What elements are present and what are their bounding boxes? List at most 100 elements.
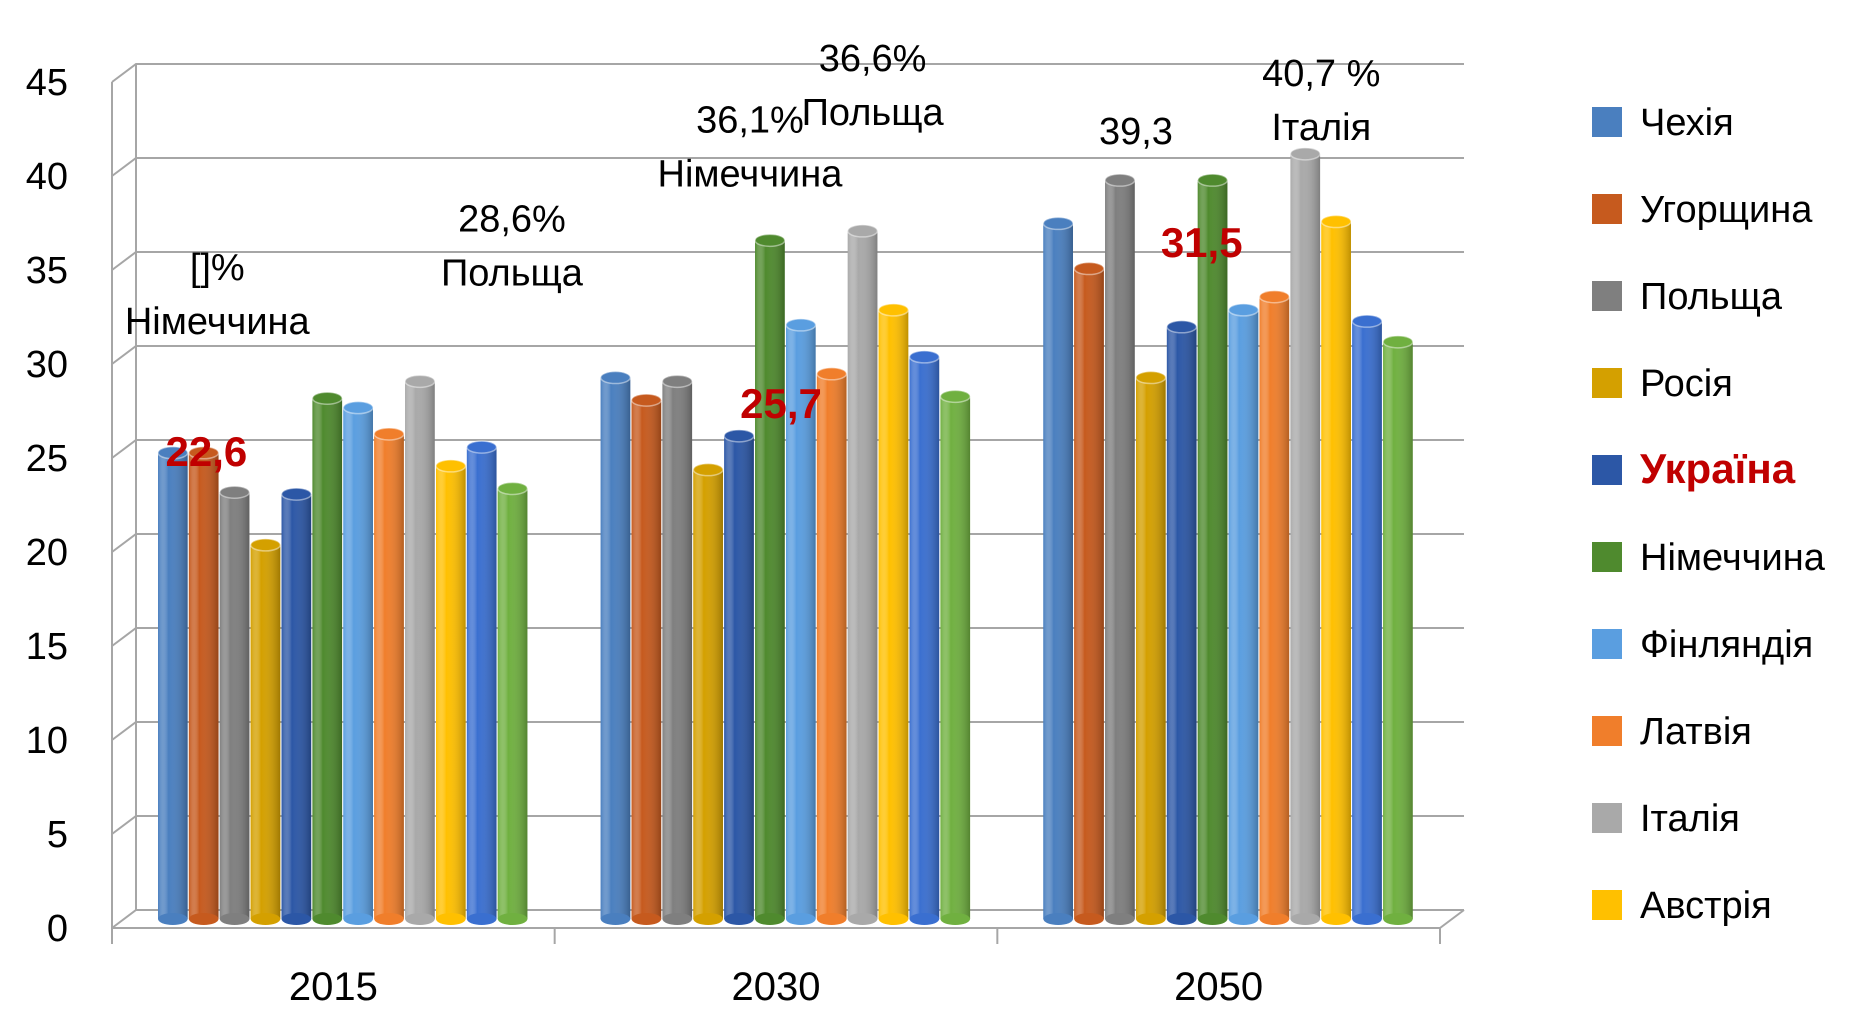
bar-2015-Чехія xyxy=(157,446,189,925)
grid xyxy=(111,63,1465,929)
bar-2015-Росія xyxy=(249,538,282,925)
gridline-0 xyxy=(111,909,1464,929)
bar-2050-Угорщина xyxy=(1073,261,1105,925)
legend-label: Латвія xyxy=(1640,711,1752,753)
legend-label: Фінляндія xyxy=(1640,624,1813,666)
legend-swatch xyxy=(1592,629,1622,659)
y-tick-label-15: 15 xyxy=(26,626,68,668)
annotation-8-line-0: 31,5 xyxy=(1161,219,1243,266)
annotation-1-line-0: []% xyxy=(190,247,245,289)
bar-2015-Німеччина xyxy=(311,391,343,925)
annotation-6-line-0: 39,3 xyxy=(1099,111,1173,153)
x-tick-label-2030: 2030 xyxy=(732,965,821,1009)
gridline-35 xyxy=(111,251,1464,271)
legend-swatch xyxy=(1592,716,1622,746)
bar-2030-Латвія xyxy=(816,367,848,925)
annotation-4-line-0: 36,6% xyxy=(819,38,927,80)
legend-item-Чехія: Чехія xyxy=(1592,102,1734,144)
annotation-0-line-1: Польща xyxy=(441,252,584,294)
legend-label: Італія xyxy=(1640,798,1740,840)
legend-item-Україна: Україна xyxy=(1592,445,1796,492)
bar-2050-series-11 xyxy=(1382,335,1414,925)
y-tick-label-0: 0 xyxy=(47,908,68,950)
bar-2015-Італія xyxy=(404,374,436,925)
legend-item-Латвія: Латвія xyxy=(1592,711,1752,753)
legend-swatch xyxy=(1592,368,1622,398)
axes: 0 5 10 15 20 25 30 35 40 45 2015 2030 2050 xyxy=(26,62,1441,1009)
legend-item-Австрія: Австрія xyxy=(1592,885,1772,927)
legend-label: Україна xyxy=(1640,445,1796,492)
annotation-4-line-1: Польща xyxy=(802,92,945,134)
bar-2030-Угорщина xyxy=(630,393,662,925)
bar-2030-Італія xyxy=(847,224,879,925)
bar-2050-series-10 xyxy=(1351,314,1383,925)
bar-2050-Латвія xyxy=(1258,289,1290,925)
legend-swatch xyxy=(1592,455,1622,485)
bar-2030-series-11 xyxy=(939,389,971,925)
bar-2030-Польща xyxy=(661,374,693,925)
legend-item-Німеччина: Німеччина xyxy=(1592,537,1826,579)
bar-2015-Україна xyxy=(280,487,312,925)
y-tick-label-30: 30 xyxy=(26,344,68,386)
y-tick-label-20: 20 xyxy=(26,532,68,574)
legend-label: Чехія xyxy=(1640,102,1734,144)
y-tick-label-10: 10 xyxy=(26,720,68,762)
bar-2050-Фінляндія xyxy=(1227,303,1260,925)
annotation-7-line-0: 40,7 % xyxy=(1262,53,1380,95)
y-tick-label-40: 40 xyxy=(26,156,68,198)
bar-2050-Україна xyxy=(1166,320,1198,925)
legend-item-Польща: Польща xyxy=(1592,276,1783,318)
bar-2050-Італія xyxy=(1289,147,1321,925)
gridline-45 xyxy=(111,63,1464,83)
bar-2030-Фінляндія xyxy=(785,318,817,925)
legend-label: Польща xyxy=(1640,276,1783,318)
legend-swatch xyxy=(1592,890,1622,920)
bar-2030-series-10 xyxy=(908,350,940,925)
bar-2015-Фінляндія xyxy=(342,400,374,925)
bar-2030-Німеччина xyxy=(754,233,786,925)
legend-label: Угорщина xyxy=(1640,189,1813,231)
annotation-2-line-0: 22,6 xyxy=(166,428,248,475)
legend-label: Німеччина xyxy=(1640,537,1826,579)
bar-2030-Чехія xyxy=(599,370,632,925)
bar-2015-Угорщина xyxy=(188,446,220,925)
annotation-3-line-0: 36,1% xyxy=(696,99,804,141)
y-tick-label-35: 35 xyxy=(26,250,68,292)
x-tick-label-2015: 2015 xyxy=(289,965,378,1009)
bar-2015-Польща xyxy=(219,485,251,925)
legend-item-Фінляндія: Фінляндія xyxy=(1592,624,1813,666)
annotation-3-line-1: Німеччина xyxy=(658,153,844,195)
annotation-0-line-0: 28,6% xyxy=(458,198,566,240)
annotation-7-line-1: Італія xyxy=(1271,107,1371,149)
bar-2050-Німеччина xyxy=(1197,173,1229,925)
bar-2030-Австрія xyxy=(877,303,910,925)
legend-item-Росія: Росія xyxy=(1592,363,1733,405)
y-tick-label-45: 45 xyxy=(26,62,68,104)
gridline-15 xyxy=(111,627,1464,647)
y-tick-label-5: 5 xyxy=(47,814,68,856)
bar-2030-Україна xyxy=(723,429,755,925)
bar-2050-Чехія xyxy=(1042,216,1074,925)
bar-2015-Австрія xyxy=(435,459,467,925)
bar-2050-Польща xyxy=(1104,173,1136,925)
gridline-20 xyxy=(111,533,1464,553)
legend-swatch xyxy=(1592,107,1622,137)
legend-label: Австрія xyxy=(1640,885,1772,927)
gridline-30 xyxy=(111,345,1464,365)
gridline-40 xyxy=(111,157,1464,177)
legend: Чехія Угорщина Польща Росія Україна Німеччина… xyxy=(1592,102,1826,927)
legend-swatch xyxy=(1592,194,1622,224)
x-tick-label-2050: 2050 xyxy=(1174,965,1263,1009)
bar-2015-series-11 xyxy=(497,481,529,925)
bars xyxy=(157,147,1414,925)
legend-swatch xyxy=(1592,281,1622,311)
annotation-1-line-1: Німеччина xyxy=(125,301,311,343)
legend-item-Італія: Італія xyxy=(1592,798,1740,840)
bar-2030-Росія xyxy=(692,462,724,925)
bar-2015-series-10 xyxy=(466,440,498,925)
gridline-10 xyxy=(111,721,1464,741)
legend-item-Угорщина: Угорщина xyxy=(1592,189,1813,231)
bar-2050-Росія xyxy=(1135,370,1167,925)
